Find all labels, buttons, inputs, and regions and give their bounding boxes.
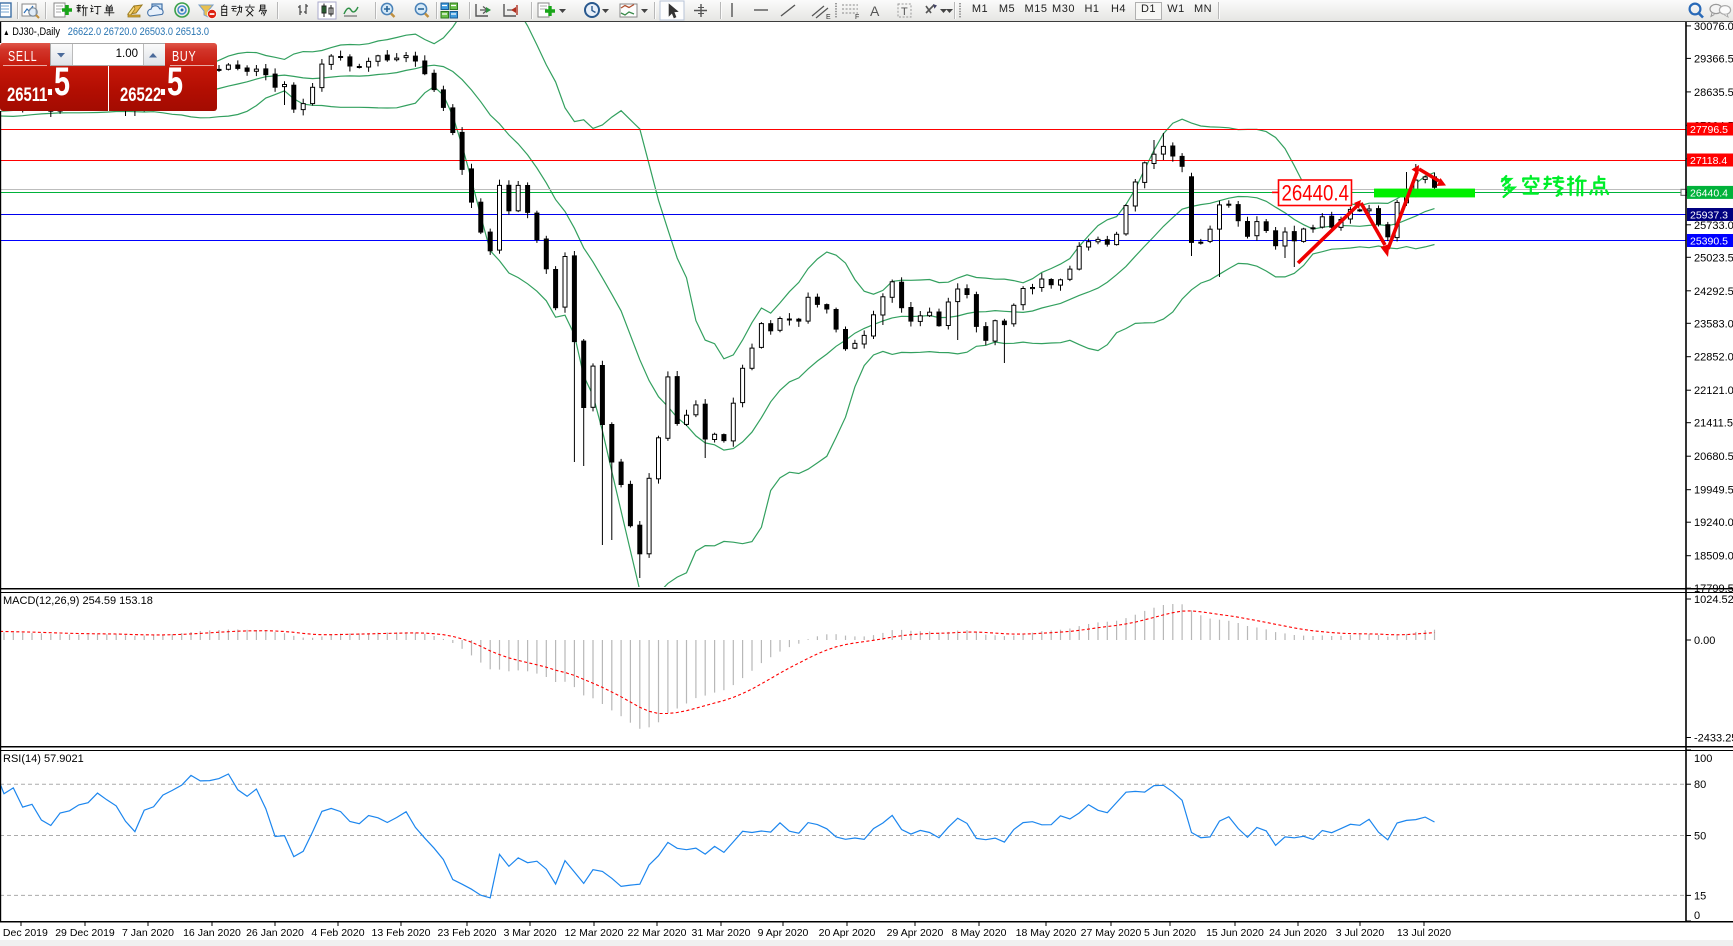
svg-text:29 Dec 2019: 29 Dec 2019 <box>55 927 115 939</box>
svg-text:0.00: 0.00 <box>1694 635 1715 647</box>
svg-text:23 Feb 2020: 23 Feb 2020 <box>438 927 497 939</box>
svg-text:22 Mar 2020: 22 Mar 2020 <box>628 927 687 939</box>
svg-text:3 Jul 2020: 3 Jul 2020 <box>1336 927 1385 939</box>
svg-text:18 May 2020: 18 May 2020 <box>1016 927 1077 939</box>
svg-text:F: F <box>855 14 859 21</box>
svg-text:26440.4: 26440.4 <box>1282 181 1350 206</box>
svg-text:16 Jan 2020: 16 Jan 2020 <box>183 927 241 939</box>
svg-text:8 May 2020: 8 May 2020 <box>952 927 1007 939</box>
svg-text:15 Jun 2020: 15 Jun 2020 <box>1206 927 1264 939</box>
svg-text:13 Feb 2020: 13 Feb 2020 <box>372 927 431 939</box>
svg-text:25733.0: 25733.0 <box>1694 220 1733 232</box>
svg-text:1024.52: 1024.52 <box>1694 594 1733 606</box>
svg-text:31 Mar 2020: 31 Mar 2020 <box>692 927 751 939</box>
svg-text:25023.5: 25023.5 <box>1694 252 1733 264</box>
svg-text:30076.0: 30076.0 <box>1694 21 1733 33</box>
svg-text:29 Apr 2020: 29 Apr 2020 <box>887 927 944 939</box>
svg-text:19949.5: 19949.5 <box>1694 485 1733 497</box>
svg-text:80: 80 <box>1694 779 1706 791</box>
svg-text:4 Feb 2020: 4 Feb 2020 <box>311 927 364 939</box>
svg-text:T: T <box>901 6 908 18</box>
svg-text:24292.5: 24292.5 <box>1694 286 1733 298</box>
svg-text:27796.5: 27796.5 <box>1690 124 1728 136</box>
svg-text:19240.0: 19240.0 <box>1694 517 1733 529</box>
svg-text:13 Jul 2020: 13 Jul 2020 <box>1397 927 1451 939</box>
svg-text:A: A <box>870 3 880 19</box>
svg-text:21411.5: 21411.5 <box>1694 418 1733 430</box>
svg-text:MACD(12,26,9) 254.59 153.18: MACD(12,26,9) 254.59 153.18 <box>3 595 153 607</box>
svg-text:20680.5: 20680.5 <box>1694 451 1733 463</box>
svg-text:0: 0 <box>1694 910 1700 922</box>
svg-text:12 Mar 2020: 12 Mar 2020 <box>565 927 624 939</box>
svg-text:22852.0: 22852.0 <box>1694 352 1733 364</box>
svg-text:15: 15 <box>1694 890 1706 902</box>
svg-text:25937.3: 25937.3 <box>1690 210 1728 222</box>
svg-text:26 Jan 2020: 26 Jan 2020 <box>246 927 304 939</box>
svg-text:E: E <box>826 14 831 21</box>
svg-text:29366.5: 29366.5 <box>1694 53 1733 65</box>
svg-text:9 Dec 2019: 9 Dec 2019 <box>0 927 48 939</box>
svg-text:3 Mar 2020: 3 Mar 2020 <box>503 927 556 939</box>
svg-text:-2433.25: -2433.25 <box>1694 733 1733 745</box>
svg-text:27118.4: 27118.4 <box>1690 155 1727 167</box>
svg-text:50: 50 <box>1694 831 1706 843</box>
svg-text:28635.5: 28635.5 <box>1694 87 1733 99</box>
svg-text:5 Jun 2020: 5 Jun 2020 <box>1144 927 1196 939</box>
svg-text:26440.4: 26440.4 <box>1690 187 1728 199</box>
svg-text:22121.0: 22121.0 <box>1694 385 1733 397</box>
svg-text:100: 100 <box>1694 753 1712 765</box>
svg-text:9 Apr 2020: 9 Apr 2020 <box>758 927 809 939</box>
svg-text:20 Apr 2020: 20 Apr 2020 <box>819 927 876 939</box>
svg-text:RSI(14) 57.9021: RSI(14) 57.9021 <box>3 753 84 765</box>
svg-text:23583.0: 23583.0 <box>1694 318 1733 330</box>
svg-text:24 Jun 2020: 24 Jun 2020 <box>1269 927 1327 939</box>
svg-text:18509.0: 18509.0 <box>1694 551 1733 563</box>
svg-text:7 Jan 2020: 7 Jan 2020 <box>122 927 174 939</box>
svg-text:25390.5: 25390.5 <box>1690 236 1728 248</box>
svg-text:17799.5: 17799.5 <box>1694 583 1733 595</box>
svg-text:27 May 2020: 27 May 2020 <box>1081 927 1142 939</box>
